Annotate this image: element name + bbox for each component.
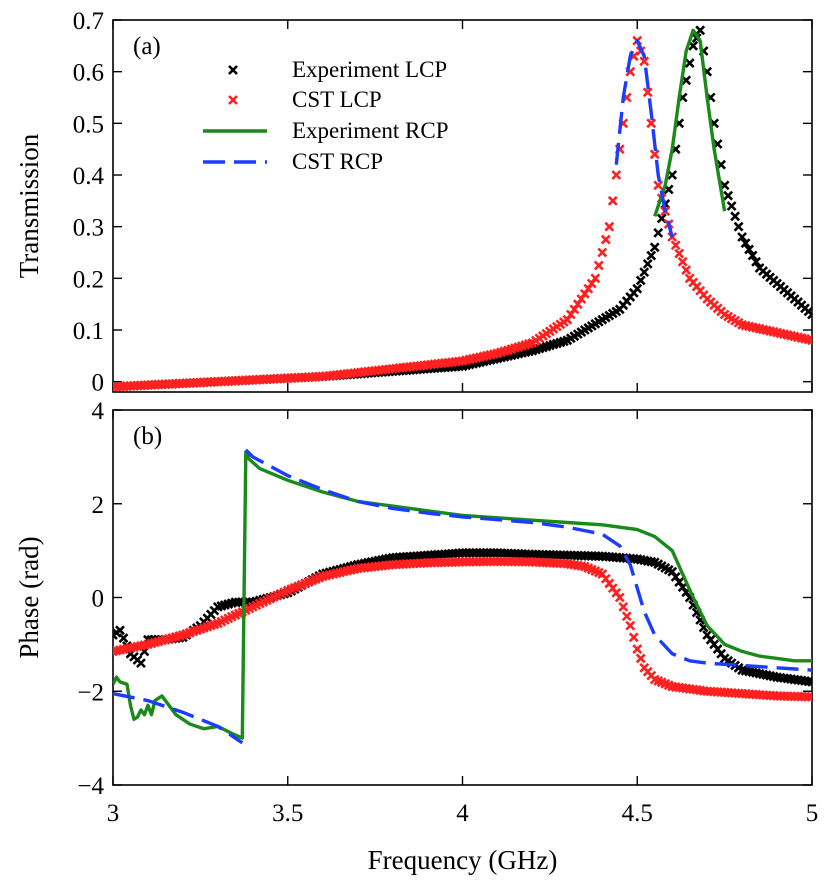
data-marker	[807, 335, 812, 346]
data-marker	[628, 632, 639, 643]
data-line	[614, 38, 674, 238]
data-marker	[747, 250, 758, 261]
data-marker	[632, 644, 643, 654]
plot-frame-a	[112, 19, 813, 393]
y-tick-label: 0.4	[73, 163, 105, 190]
x-tick-label: 3.5	[272, 800, 303, 827]
y-tick-label: −2	[77, 679, 104, 706]
y-tick-label: 4	[92, 398, 105, 425]
y-tick-label: 0	[92, 370, 105, 397]
data-marker	[737, 232, 748, 242]
series-b-experiment-lcp	[113, 548, 812, 687]
data-marker	[670, 240, 681, 251]
data-marker	[653, 180, 664, 191]
x-tick-label: 4.5	[622, 800, 653, 827]
data-marker	[726, 201, 737, 211]
data-marker	[642, 258, 653, 269]
panel-label-b: (b)	[133, 423, 162, 450]
data-marker	[614, 592, 625, 603]
series-a-cst-rcp	[614, 38, 674, 238]
y-tick-label: 0.3	[73, 215, 104, 242]
legend-entry: CST RCP	[292, 149, 383, 174]
data-marker	[607, 195, 618, 206]
legend-entry: Experiment RCP	[292, 118, 449, 143]
data-marker	[646, 250, 657, 261]
data-marker	[597, 247, 608, 258]
series-a-experiment-lcp	[113, 25, 812, 392]
data-marker	[590, 273, 601, 284]
data-marker	[635, 275, 646, 286]
data-marker	[136, 658, 146, 669]
x-axis-label: Frequency (GHz)	[368, 845, 558, 875]
y-axis-label-a: Transmission	[14, 133, 44, 278]
legend-entry: Experiment LCP	[292, 57, 447, 82]
series-a-cst-lcp	[113, 35, 812, 392]
data-marker	[723, 190, 734, 201]
data-marker	[807, 309, 812, 320]
data-marker	[593, 260, 604, 271]
series-b-cst-lcp	[113, 556, 812, 702]
x-tick-label: 4	[456, 800, 469, 827]
data-marker	[625, 620, 636, 631]
y-axis-label-b: Phase (rad)	[14, 536, 44, 658]
data-line	[113, 450, 812, 740]
data-marker	[681, 265, 692, 275]
y-tick-label: 0.2	[73, 266, 104, 293]
data-marker	[733, 221, 744, 232]
y-tick-label: 0.6	[73, 60, 104, 87]
data-marker	[751, 256, 761, 267]
data-marker	[807, 691, 812, 702]
series-b-experiment-rcp	[113, 450, 812, 740]
data-marker	[639, 267, 650, 278]
data-marker	[642, 87, 653, 98]
y-tick-label: 2	[92, 492, 105, 519]
data-marker	[618, 601, 629, 612]
data-marker	[667, 170, 678, 180]
data-marker	[649, 242, 660, 253]
data-marker	[674, 248, 685, 259]
data-line	[113, 448, 812, 745]
data-marker	[611, 170, 622, 180]
series-a-experiment-rcp	[653, 28, 727, 217]
data-marker	[604, 221, 615, 232]
x-tick-label: 3	[107, 800, 120, 827]
data-marker	[635, 653, 646, 664]
data-marker	[649, 149, 660, 160]
series-b-cst-rcp	[113, 448, 812, 745]
data-marker	[115, 625, 125, 636]
x-tick-label: 5	[806, 800, 819, 827]
y-tick-label: 0	[92, 586, 105, 613]
y-tick-label: 0.7	[73, 8, 104, 35]
data-marker	[740, 238, 751, 249]
data-marker	[684, 58, 695, 68]
legend-entry: CST LCP	[292, 87, 382, 112]
data-marker	[639, 56, 650, 67]
data-marker	[653, 227, 664, 238]
data-marker	[632, 283, 643, 294]
y-tick-label: 0.1	[73, 318, 104, 345]
y-tick-label: −4	[77, 773, 104, 800]
data-marker	[730, 211, 741, 222]
data-marker	[600, 234, 611, 245]
data-marker	[677, 256, 688, 267]
panel-label-a: (a)	[133, 33, 161, 60]
legend-marker	[228, 65, 238, 75]
data-marker	[118, 633, 129, 644]
y-tick-label: 0.5	[73, 111, 104, 138]
data-marker	[646, 118, 657, 129]
data-marker	[807, 676, 812, 687]
data-marker	[744, 244, 755, 255]
legend-marker	[228, 95, 238, 105]
data-marker	[621, 611, 632, 622]
data-line	[653, 28, 727, 217]
plot-frame-b	[112, 409, 813, 786]
data-marker	[695, 25, 706, 36]
